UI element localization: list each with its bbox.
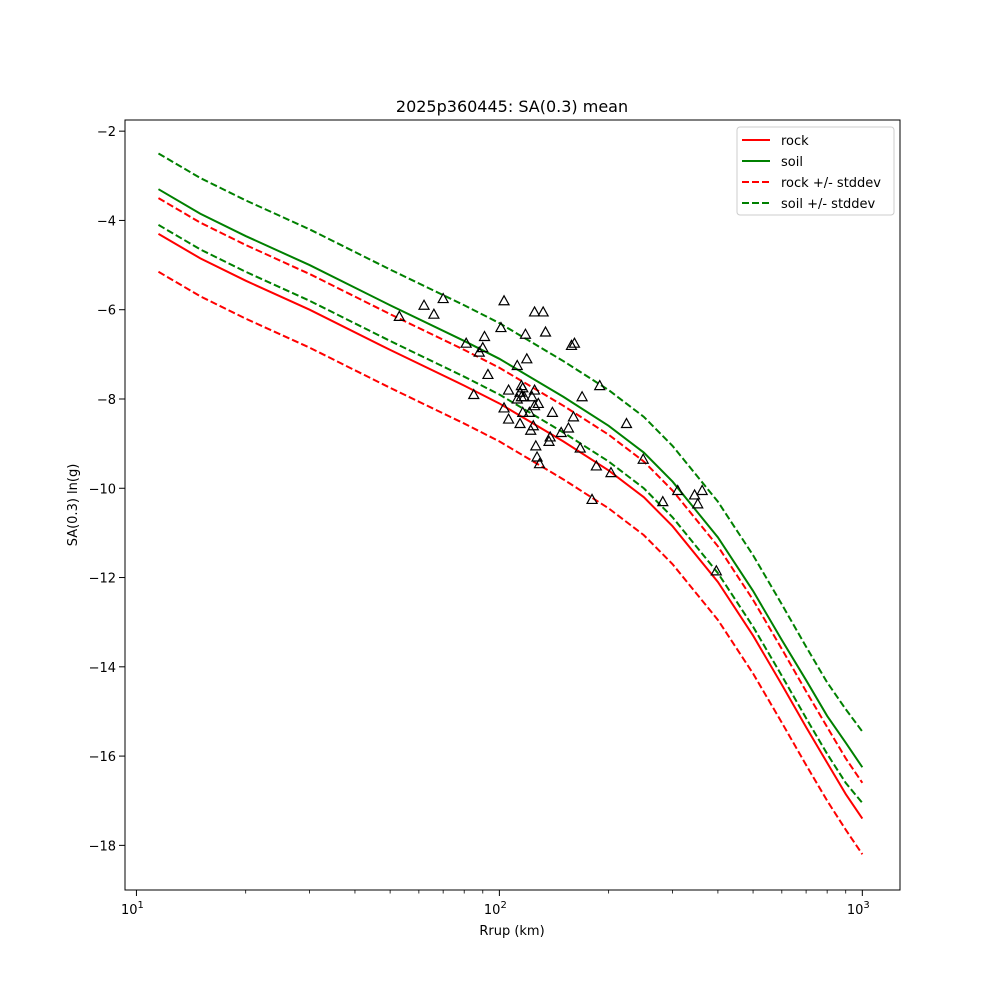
scatter-point	[710, 564, 723, 576]
y-tick-label: −8	[97, 393, 116, 408]
scatter-point	[525, 390, 539, 402]
scatter-point	[427, 307, 440, 319]
scatter-point	[568, 336, 581, 348]
x-tick-label: 103	[847, 900, 870, 918]
scatter-point	[586, 493, 599, 505]
y-tick-label: −2	[97, 125, 116, 140]
series-line-3	[157, 197, 864, 784]
scatter-point	[696, 484, 709, 496]
scatter-point	[528, 399, 541, 411]
scatter-point	[393, 310, 406, 322]
scatter-point	[478, 330, 491, 342]
chart-title: 2025p360445: SA(0.3) mean	[396, 97, 628, 116]
x-axis-title: Rrup (km)	[479, 924, 544, 939]
scatter-point	[528, 383, 541, 395]
x-axis: 101 102 103	[121, 890, 870, 918]
series-line-4	[157, 224, 864, 804]
scatter-point	[691, 497, 704, 509]
scatter-point	[576, 390, 589, 402]
scatter-point	[565, 339, 578, 351]
series-line-1	[157, 188, 864, 768]
scatter-point	[520, 352, 533, 364]
scatter-point	[529, 439, 542, 451]
scatter-point	[523, 406, 536, 417]
scatter-point	[481, 368, 494, 380]
scatter-point	[516, 381, 529, 393]
plot-marks	[157, 152, 864, 855]
series-line-5	[157, 152, 864, 733]
scatter-point	[437, 292, 450, 304]
axes-frame	[124, 119, 901, 891]
scatter-point	[516, 406, 529, 417]
scatter-point	[567, 410, 580, 422]
scatter-point	[527, 419, 540, 431]
scatter-point	[528, 305, 541, 317]
scatter-point	[656, 495, 669, 507]
y-tick-label: −14	[89, 661, 116, 676]
legend-label: soil +/- stddev	[781, 197, 876, 212]
legend-box	[736, 126, 895, 216]
y-tick-label: −18	[89, 839, 116, 854]
scatter-point	[537, 305, 550, 317]
scatter-point	[418, 299, 431, 310]
scatter-point	[533, 457, 546, 469]
scatter-point	[562, 421, 575, 433]
series-line-0	[157, 232, 864, 820]
scatter-point	[531, 450, 544, 462]
scatter-point	[546, 406, 559, 417]
scatter-point	[574, 441, 587, 453]
scatter-point	[532, 397, 545, 409]
legend-label: rock	[781, 134, 809, 149]
scatter-point	[620, 417, 633, 429]
scatter-point	[502, 412, 515, 424]
scatter-point	[514, 417, 527, 429]
scatter-point	[460, 336, 473, 348]
scatter-point	[519, 328, 532, 339]
scatter-point	[498, 401, 511, 413]
scatter-point	[671, 484, 684, 496]
series-line-2	[157, 270, 864, 855]
scatter-point	[593, 379, 606, 391]
scatter-point	[590, 459, 603, 471]
y-tick-label: −12	[89, 572, 116, 587]
y-axis-title: SA(0.3) ln(g)	[66, 464, 81, 547]
scatter-point	[539, 325, 552, 337]
scatter-point	[494, 321, 507, 333]
x-tick-label: 102	[484, 900, 507, 918]
scatter-point	[476, 341, 489, 353]
legend-label: rock +/- stddev	[781, 176, 881, 191]
x-tick-label: 101	[121, 900, 144, 918]
scatter-point	[467, 388, 480, 400]
legend: rock soil rock +/- stddev soil +/- stddev	[736, 126, 895, 216]
scatter-point	[498, 294, 511, 306]
scatter-point	[518, 390, 531, 402]
scatter-point	[637, 453, 650, 464]
scatter-point	[604, 466, 618, 478]
y-tick-label: −16	[89, 750, 116, 765]
legend-label: soil	[781, 155, 803, 170]
scatter-point	[544, 430, 557, 442]
y-tick-label: −6	[97, 304, 116, 319]
scatter-point	[511, 359, 524, 371]
y-axis: −2 −4 −6 −8 −10 −12 −14 −16 −18	[89, 125, 125, 854]
y-tick-label: −10	[89, 482, 116, 497]
scatter-point	[502, 383, 515, 395]
y-tick-label: −4	[97, 214, 116, 229]
